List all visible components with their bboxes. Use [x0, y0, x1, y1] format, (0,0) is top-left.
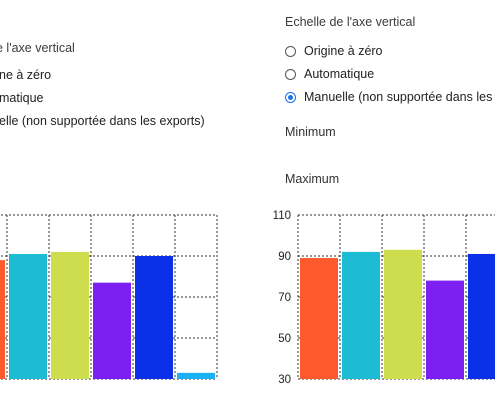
- radio-origin-zero[interactable]: ne à zéro: [0, 66, 51, 84]
- bar: [342, 251, 380, 379]
- vertical-axis-scale-title: Echelle de l'axe vertical: [285, 15, 416, 29]
- bar-chart-left: [0, 214, 218, 380]
- settings-panel-right: Echelle de l'axe vertical Origine à zéro…: [265, 0, 495, 400]
- radio-automatic[interactable]: Automatique: [285, 65, 374, 83]
- bar: [9, 253, 47, 379]
- bar: [93, 282, 131, 379]
- radio-manual[interactable]: Manuelle (non supportée dans les e: [285, 88, 495, 106]
- radio-origin-zero[interactable]: Origine à zéro: [285, 42, 383, 60]
- radio-button-selected[interactable]: [285, 91, 296, 103]
- radio-label: elle (non supportée dans les exports): [0, 114, 205, 128]
- bar: [177, 372, 215, 379]
- y-tick-label: 110: [273, 210, 291, 222]
- radio-label: Manuelle (non supportée dans les e: [304, 90, 495, 104]
- bar: [135, 256, 173, 379]
- radio-label: ne à zéro: [0, 68, 52, 82]
- y-tick-label: 90: [278, 251, 291, 263]
- bar: [300, 258, 338, 379]
- vertical-axis-scale-title: e l'axe vertical: [0, 41, 75, 55]
- radio-label: Origine à zéro: [304, 44, 383, 58]
- settings-panel-left: e l'axe vertical ne à zéro matique elle …: [0, 0, 230, 400]
- maximum-label: Maximum: [285, 172, 340, 186]
- radio-label: Automatique: [304, 67, 375, 81]
- bar: [51, 251, 89, 379]
- bar: [384, 249, 422, 379]
- y-tick-label: 50: [278, 333, 291, 345]
- bar-chart-right: 110 90 70 50 30: [273, 210, 495, 386]
- radio-button[interactable]: [285, 45, 296, 57]
- radio-manual[interactable]: elle (non supportée dans les exports): [0, 112, 205, 130]
- bar: [468, 253, 495, 379]
- y-tick-label: 30: [278, 374, 291, 386]
- radio-label: matique: [0, 91, 44, 105]
- bar: [0, 260, 5, 379]
- y-tick-label: 70: [278, 292, 291, 304]
- bar: [426, 280, 464, 379]
- minimum-label: Minimum: [285, 125, 336, 139]
- radio-automatic[interactable]: matique: [0, 89, 43, 107]
- radio-button[interactable]: [285, 68, 296, 80]
